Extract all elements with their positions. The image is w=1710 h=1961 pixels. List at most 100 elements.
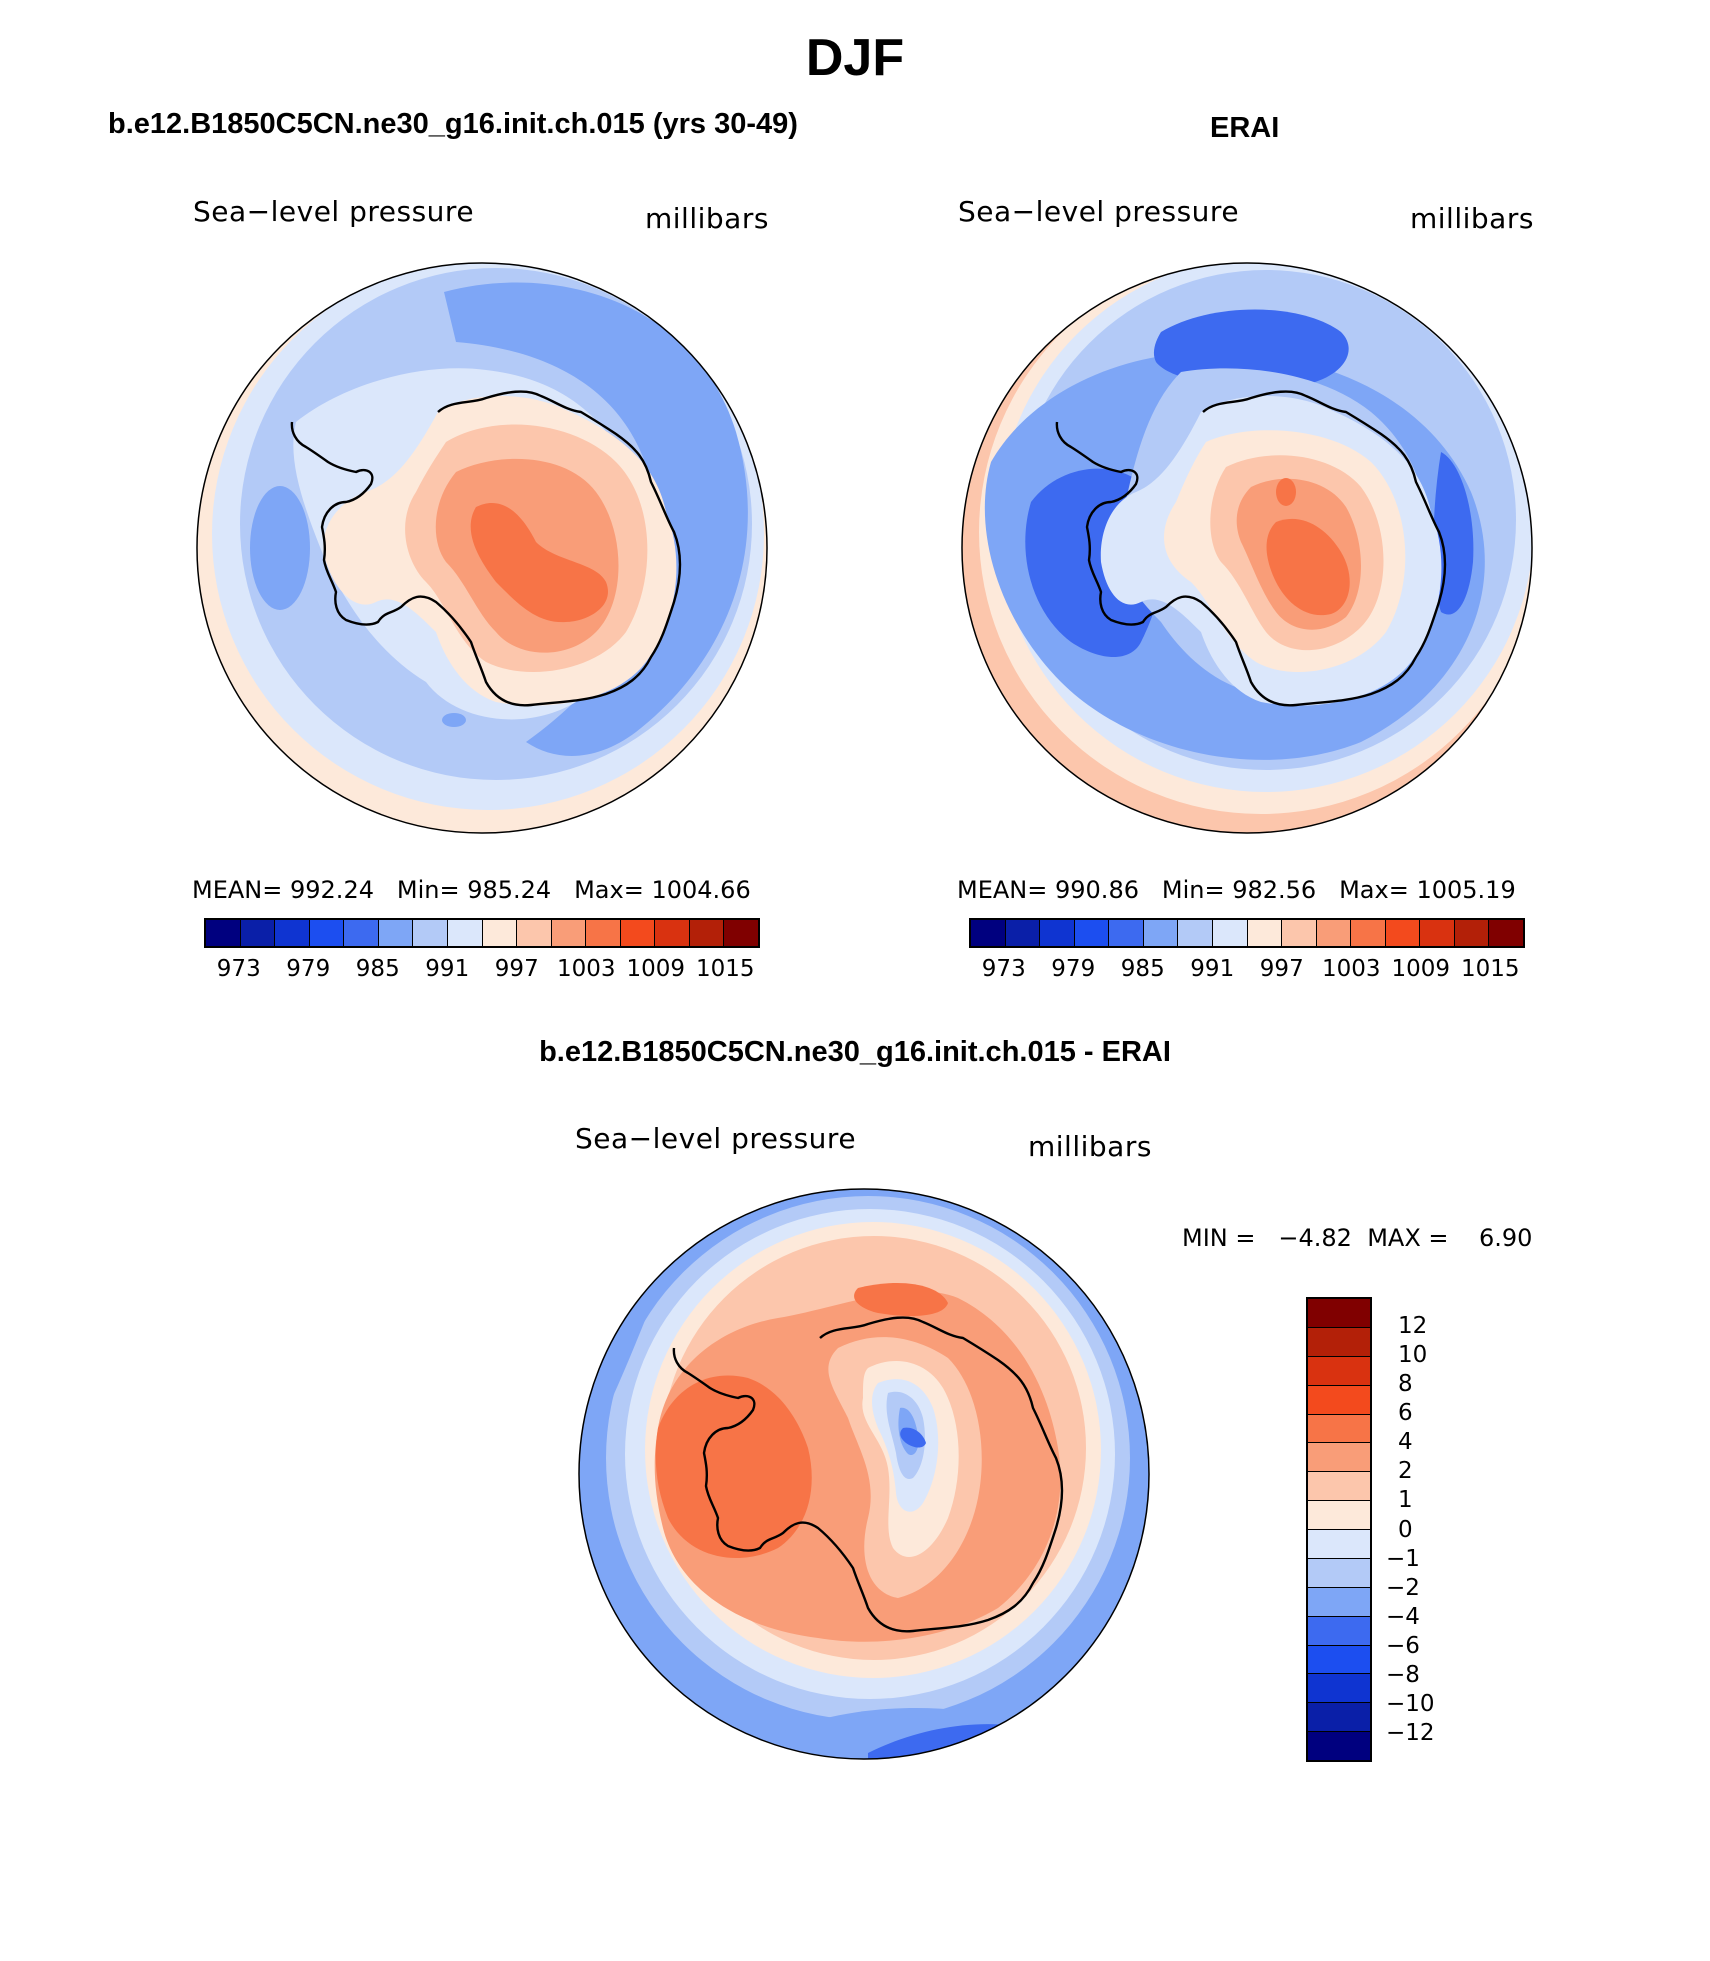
p3-min-core xyxy=(900,1427,926,1448)
panel3-colorbar-swatch xyxy=(1308,1443,1370,1473)
panel3-colorbar-tick-label: 10 xyxy=(1398,1342,1428,1369)
panel2-colorbar-tick-label: 979 xyxy=(1051,956,1096,982)
panel2-colorbar-tick-label: 973 xyxy=(981,956,1026,982)
panel1-title: b.e12.B1850C5CN.ne30_g16.init.ch.015 (yr… xyxy=(108,108,798,140)
panel2-colorbar-tick-label: 985 xyxy=(1120,956,1165,982)
panel1-colorbar-tick-label: 991 xyxy=(425,956,470,982)
panel2-colorbar-swatch xyxy=(1282,920,1317,946)
p1-low-east xyxy=(444,282,748,756)
panel2-colorbar-swatch xyxy=(1005,920,1041,946)
panel3-colorbar-tick-label: 1 xyxy=(1398,1487,1413,1514)
panel2-units: millibars xyxy=(1410,202,1534,235)
panel1-colorbar-swatch xyxy=(309,920,345,946)
panel3-colorbar-swatch xyxy=(1308,1645,1370,1675)
panel2-colorbar-tick-label: 1009 xyxy=(1391,956,1451,982)
panel1-stats: MEAN= 992.24 Min= 985.24 Max= 1004.66 xyxy=(192,876,751,904)
panel3-colorbar-swatch xyxy=(1308,1703,1370,1733)
figure-title: DJF xyxy=(805,29,905,87)
p2-coastline xyxy=(1055,390,1447,707)
panel3-colorbar-tick-label: 2 xyxy=(1398,1458,1413,1485)
panel3-colorbar-swatch xyxy=(1308,1385,1370,1415)
panel1-colorbar-swatch xyxy=(655,920,690,946)
panel1-variable: Sea−level pressure xyxy=(193,195,475,228)
panel1-colorbar-swatch xyxy=(447,920,483,946)
panel2-colorbar-swatch xyxy=(1247,920,1283,946)
panel1-colorbar-swatch xyxy=(482,920,518,946)
p2-high-core xyxy=(1266,518,1350,616)
panel1-colorbar-tick-label: 1003 xyxy=(556,956,616,982)
panel2-colorbar-swatch xyxy=(1178,920,1213,946)
panel2-colorbar-tick-label: 1015 xyxy=(1460,956,1520,982)
panel3-max: 6.90 xyxy=(1479,1224,1533,1252)
panel2-colorbar-swatch xyxy=(1420,920,1455,946)
panel1-colorbar-ticks: 973 979 985 991 997 1003 1009 1015 xyxy=(204,956,760,986)
p1-low-small xyxy=(442,713,466,727)
panel1-colorbar-swatch xyxy=(517,920,552,946)
panel1-colorbar-swatch xyxy=(620,920,656,946)
panel3-units: millibars xyxy=(1028,1130,1152,1163)
panel3-colorbar xyxy=(1306,1297,1372,1762)
panel1-colorbar-swatch xyxy=(206,920,241,946)
p1-high-core xyxy=(470,502,608,623)
panel3-colorbar-tick-label: −12 xyxy=(1386,1719,1435,1746)
panel2-map xyxy=(961,262,1533,834)
panel2-colorbar-swatch xyxy=(1385,920,1421,946)
panel1-colorbar-swatch xyxy=(724,920,758,946)
panel3-colorbar-swatch xyxy=(1308,1356,1370,1386)
panel3-colorbar-swatch xyxy=(1308,1732,1370,1760)
panel1-map xyxy=(196,262,768,834)
panel3-colorbar-swatch xyxy=(1308,1327,1370,1357)
panel3-colorbar-ticks: 12 10 8 6 4 2 1 0 −1 −2 −4 −6 −8 −10 −12 xyxy=(1386,1297,1468,1762)
panel3-colorbar-swatch xyxy=(1308,1501,1370,1530)
panel1-max: 1004.66 xyxy=(651,876,751,904)
panel1-mean: 992.24 xyxy=(290,876,374,904)
panel2-colorbar xyxy=(969,918,1525,948)
panel1-colorbar-swatch xyxy=(378,920,414,946)
panel3-colorbar-swatch xyxy=(1308,1414,1370,1444)
p3-map-border xyxy=(578,1188,1150,1760)
panel2-colorbar-swatch xyxy=(1143,920,1179,946)
p3-band-6-west xyxy=(655,1375,812,1558)
p1-coastline xyxy=(290,390,682,707)
panel2-colorbar-tick-label: 991 xyxy=(1190,956,1235,982)
panel2-min: 982.56 xyxy=(1232,876,1317,904)
panel3-colorbar-swatch xyxy=(1308,1299,1370,1328)
panel3-variable: Sea−level pressure xyxy=(575,1122,857,1155)
p1-map-border xyxy=(196,262,768,834)
panel2-mean: 990.86 xyxy=(1055,876,1139,904)
panel2-colorbar-swatch xyxy=(971,920,1006,946)
panel1-colorbar-swatch xyxy=(586,920,621,946)
panel3-title: b.e12.B1850C5CN.ne30_g16.init.ch.015 - E… xyxy=(539,1036,1171,1068)
panel3-colorbar-tick-label: −8 xyxy=(1386,1661,1420,1688)
panel3-colorbar-tick-label: −2 xyxy=(1386,1574,1420,1601)
panel2-colorbar-swatch xyxy=(1454,920,1490,946)
panel1-units: millibars xyxy=(645,202,769,235)
panel1-min: 985.24 xyxy=(467,876,552,904)
p3-band-6-north xyxy=(854,1283,948,1316)
p2-high-spot xyxy=(1276,478,1296,506)
panel2-title: ERAI xyxy=(1210,112,1280,144)
panel3-colorbar-swatch xyxy=(1308,1530,1370,1559)
panel1-colorbar-tick-label: 979 xyxy=(286,956,331,982)
panel2-colorbar-swatch xyxy=(1212,920,1248,946)
panel1-colorbar-tick-label: 985 xyxy=(355,956,400,982)
panel1-colorbar-swatch xyxy=(240,920,276,946)
panel1-colorbar-tick-label: 1015 xyxy=(695,956,755,982)
panel2-variable: Sea−level pressure xyxy=(958,195,1240,228)
panel1-colorbar-swatch xyxy=(275,920,310,946)
panel2-max: 1005.19 xyxy=(1416,876,1516,904)
panel2-colorbar-tick-label: 1003 xyxy=(1321,956,1381,982)
panel3-colorbar-tick-label: 4 xyxy=(1398,1429,1413,1456)
panel2-colorbar-swatch xyxy=(1489,920,1523,946)
panel2-colorbar-swatch xyxy=(1074,920,1110,946)
panel3-colorbar-swatch xyxy=(1308,1472,1370,1502)
panel3-map xyxy=(578,1188,1150,1760)
p2-low-north xyxy=(1153,309,1349,389)
p1-low-west xyxy=(250,486,310,610)
panel2-colorbar-ticks: 973 979 985 991 997 1003 1009 1015 xyxy=(969,956,1525,986)
panel3-colorbar-swatch xyxy=(1308,1587,1370,1617)
panel2-colorbar-swatch xyxy=(1351,920,1386,946)
p2-map-border xyxy=(961,262,1533,834)
panel1-colorbar-tick-label: 997 xyxy=(494,956,539,982)
panel3-min: −4.82 xyxy=(1278,1224,1352,1252)
